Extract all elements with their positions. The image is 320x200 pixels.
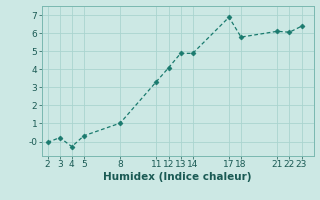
X-axis label: Humidex (Indice chaleur): Humidex (Indice chaleur) — [103, 172, 252, 182]
